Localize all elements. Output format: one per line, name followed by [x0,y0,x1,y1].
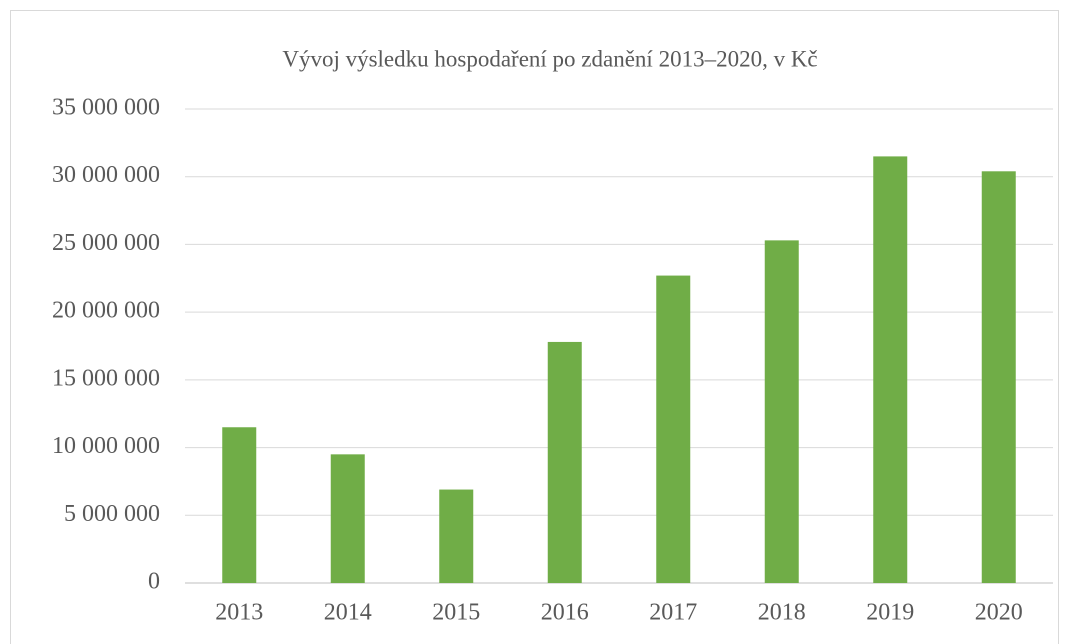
y-tick-label: 10 000 000 [52,433,160,459]
x-tick-label: 2018 [758,600,806,626]
x-tick-label: 2013 [215,600,263,626]
bar [873,156,908,583]
x-tick-label: 2017 [649,600,697,626]
x-tick-label: 2016 [541,600,589,626]
bar [981,171,1016,583]
y-tick-label: 0 [148,569,160,595]
y-tick-label: 20 000 000 [52,298,160,324]
y-tick-label: 25 000 000 [52,230,160,256]
bar [330,454,365,583]
bar [656,275,691,583]
bar [222,427,257,583]
chart-title: Vývoj výsledku hospodaření po zdanění 20… [282,46,817,71]
bar [439,489,474,583]
x-tick-label: 2019 [866,600,914,626]
bar [547,341,582,583]
y-tick-label: 15 000 000 [52,365,160,391]
x-tick-label: 2015 [432,600,480,626]
bar [764,240,799,583]
x-tick-label: 2020 [975,600,1023,626]
x-tick-label: 2014 [324,600,372,626]
y-tick-label: 30 000 000 [52,162,160,188]
y-tick-label: 5 000 000 [64,501,160,527]
y-tick-label: 35 000 000 [52,95,160,121]
